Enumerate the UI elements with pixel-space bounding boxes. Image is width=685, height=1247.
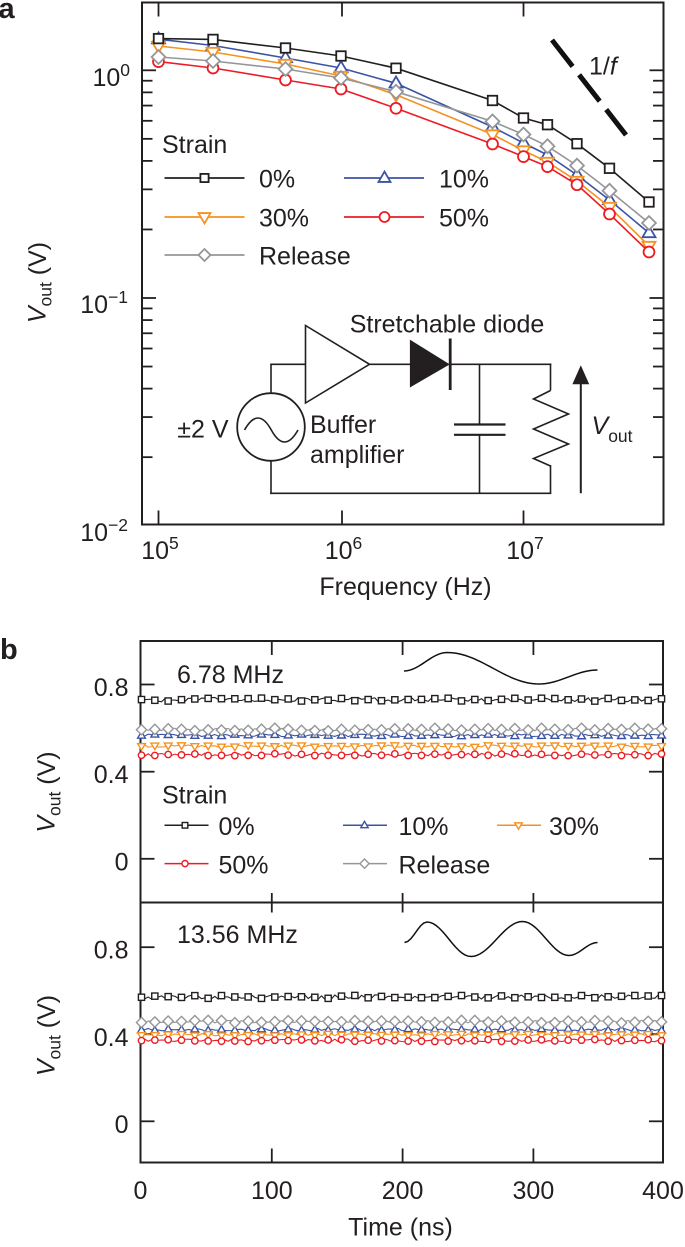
svg-text:30%: 30% [549, 813, 599, 841]
svg-text:Vout (V): Vout (V) [33, 995, 65, 1076]
svg-text:0: 0 [115, 848, 129, 876]
svg-text:0%: 0% [259, 166, 295, 194]
svg-text:300: 300 [513, 1177, 555, 1205]
svg-text:Vout (V): Vout (V) [33, 751, 65, 832]
svg-text:10%: 10% [439, 166, 489, 194]
svg-text:Frequency (Hz): Frequency (Hz) [319, 573, 491, 601]
svg-text:0: 0 [115, 1111, 129, 1139]
svg-text:Release: Release [399, 852, 491, 880]
svg-text:Time (ns): Time (ns) [348, 1214, 453, 1242]
svg-text:10%: 10% [399, 813, 449, 841]
svg-text:0: 0 [134, 1177, 148, 1205]
svg-text:10−2: 10−2 [80, 515, 128, 547]
svg-text:Release: Release [259, 243, 351, 271]
svg-text:13.56 MHz: 13.56 MHz [177, 921, 298, 949]
svg-text:1/f: 1/f [589, 53, 620, 81]
svg-text:0.4: 0.4 [94, 761, 129, 789]
svg-text:50%: 50% [219, 852, 269, 880]
svg-text:Buffer: Buffer [310, 411, 376, 439]
svg-text:106: 106 [325, 533, 363, 565]
svg-text:amplifier: amplifier [310, 441, 404, 469]
svg-text:Strain: Strain [162, 782, 227, 810]
svg-text:0.8: 0.8 [94, 937, 129, 965]
svg-text:±2 V: ±2 V [177, 416, 229, 444]
svg-text:6.78 MHz: 6.78 MHz [177, 661, 284, 689]
svg-text:200: 200 [382, 1177, 424, 1205]
svg-text:30%: 30% [259, 205, 309, 233]
svg-text:Vout: Vout [592, 412, 633, 446]
svg-text:0%: 0% [219, 813, 255, 841]
svg-text:0.8: 0.8 [94, 674, 129, 702]
svg-text:100: 100 [251, 1177, 293, 1205]
svg-text:Vout (V): Vout (V) [24, 242, 56, 323]
svg-text:0.4: 0.4 [94, 1024, 129, 1052]
svg-text:b: b [0, 634, 18, 666]
svg-text:50%: 50% [439, 205, 489, 233]
svg-text:Strain: Strain [162, 131, 227, 159]
svg-text:a: a [0, 0, 16, 25]
svg-text:Stretchable diode: Stretchable diode [350, 311, 545, 339]
svg-text:400: 400 [642, 1177, 684, 1205]
